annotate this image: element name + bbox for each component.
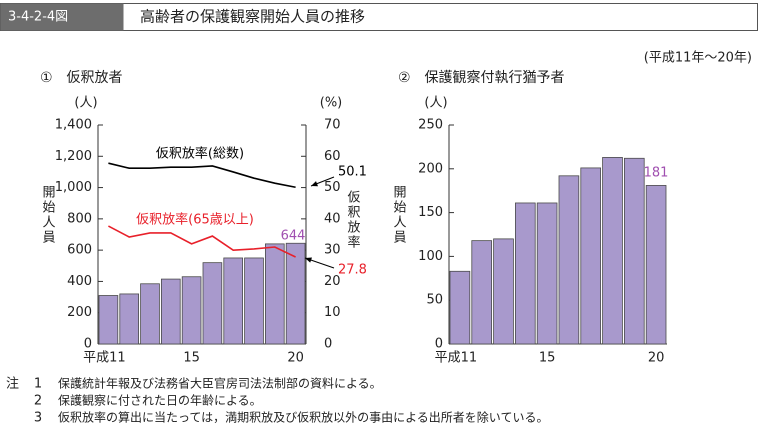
notes-label: 注 <box>6 377 19 392</box>
pointer-head <box>305 257 312 263</box>
y-unit: (人) <box>424 96 447 111</box>
line-series <box>108 162 296 189</box>
y-tick-label: 150 <box>418 205 443 220</box>
bar <box>602 157 623 345</box>
value-label: 27.8 <box>338 263 367 278</box>
bar <box>140 283 160 345</box>
x-tick-label: 平成11 <box>435 351 478 366</box>
bar <box>493 238 514 345</box>
bar <box>98 295 119 345</box>
note-number: 3 <box>34 411 42 426</box>
note-text: 仮釈放率の算出に当たっては，満期釈放及び仮釈放以外の事由による出所者を除いている… <box>58 410 548 425</box>
bar <box>244 257 264 345</box>
y-tick-label: 400 <box>67 274 92 289</box>
x-tick-label: 20 <box>648 351 665 366</box>
y-tick-label: 100 <box>418 249 443 264</box>
x-tick-label: 20 <box>287 351 304 366</box>
y2-tick-label: 30 <box>324 243 341 258</box>
x-tick-label: 15 <box>539 351 556 366</box>
y-axis-label: 開始人員 <box>391 185 407 245</box>
y-tick-label: 1,200 <box>55 149 92 164</box>
y-tick-label: 600 <box>67 243 92 258</box>
series-label: 仮釈放率(65歳以上) <box>136 212 254 228</box>
bar <box>580 167 601 345</box>
y2-axis-label: 仮釈放率 <box>345 190 361 250</box>
value-label: 50.1 <box>338 165 367 180</box>
note-number: 1 <box>34 377 42 392</box>
panel-subtitle: ① 仮釈放者 <box>40 70 123 86</box>
y-tick-label: 250 <box>418 118 443 133</box>
bar <box>264 243 285 345</box>
value-label: 644 <box>281 229 306 244</box>
bar <box>645 185 667 345</box>
y-tick-label: 0 <box>84 337 92 352</box>
bar <box>285 242 306 345</box>
y-axis-label: 開始人員 <box>40 185 56 245</box>
y2-unit: (%) <box>320 96 343 111</box>
bar <box>624 157 645 345</box>
y2-tick-label: 40 <box>324 211 341 226</box>
period: (平成11年～20年) <box>644 51 752 66</box>
bar <box>471 240 492 345</box>
note-text: 保護統計年報及び法務省大臣官房司法法制部の資料による。 <box>58 376 382 391</box>
y-unit: (人) <box>74 96 97 111</box>
y2-tick-label: 0 <box>324 337 332 352</box>
y-tick-label: 0 <box>435 337 443 352</box>
pointer-head <box>311 181 318 187</box>
header-tab <box>0 3 124 31</box>
value-label: 181 <box>644 166 669 181</box>
line-series <box>108 225 296 258</box>
series-label: 仮釈放率(総数) <box>156 146 244 162</box>
bar <box>160 278 181 345</box>
figure-number: 3-4-2-4図 <box>8 10 68 25</box>
note-number: 2 <box>34 394 42 409</box>
y-tick-label: 1,000 <box>55 180 92 195</box>
y-tick-label: 1,400 <box>55 118 92 133</box>
bar <box>119 293 140 345</box>
y2-tick-label: 10 <box>324 305 341 320</box>
y-tick-label: 200 <box>418 161 443 176</box>
bar <box>449 270 471 345</box>
bar <box>558 175 580 345</box>
header-title: 高齢者の保護観察開始人員の推移 <box>140 8 365 26</box>
x-tick-label: 平成11 <box>83 351 126 366</box>
y2-tick-label: 70 <box>324 118 341 133</box>
bar <box>223 257 244 345</box>
y2-tick-label: 20 <box>324 274 341 289</box>
y2-tick-label: 60 <box>324 149 341 164</box>
x-tick-label: 15 <box>183 351 200 366</box>
bar <box>515 202 536 345</box>
note-text: 保護観察に付された日の年齢による。 <box>58 393 262 408</box>
bar <box>536 202 558 345</box>
panel-subtitle: ② 保護観察付執行猶予者 <box>398 69 565 86</box>
y2-tick-label: 50 <box>324 180 341 195</box>
bar <box>202 262 223 345</box>
y-tick-label: 50 <box>426 293 443 308</box>
bar <box>181 276 202 345</box>
y-tick-label: 200 <box>67 305 92 320</box>
y-tick-label: 800 <box>67 211 92 226</box>
